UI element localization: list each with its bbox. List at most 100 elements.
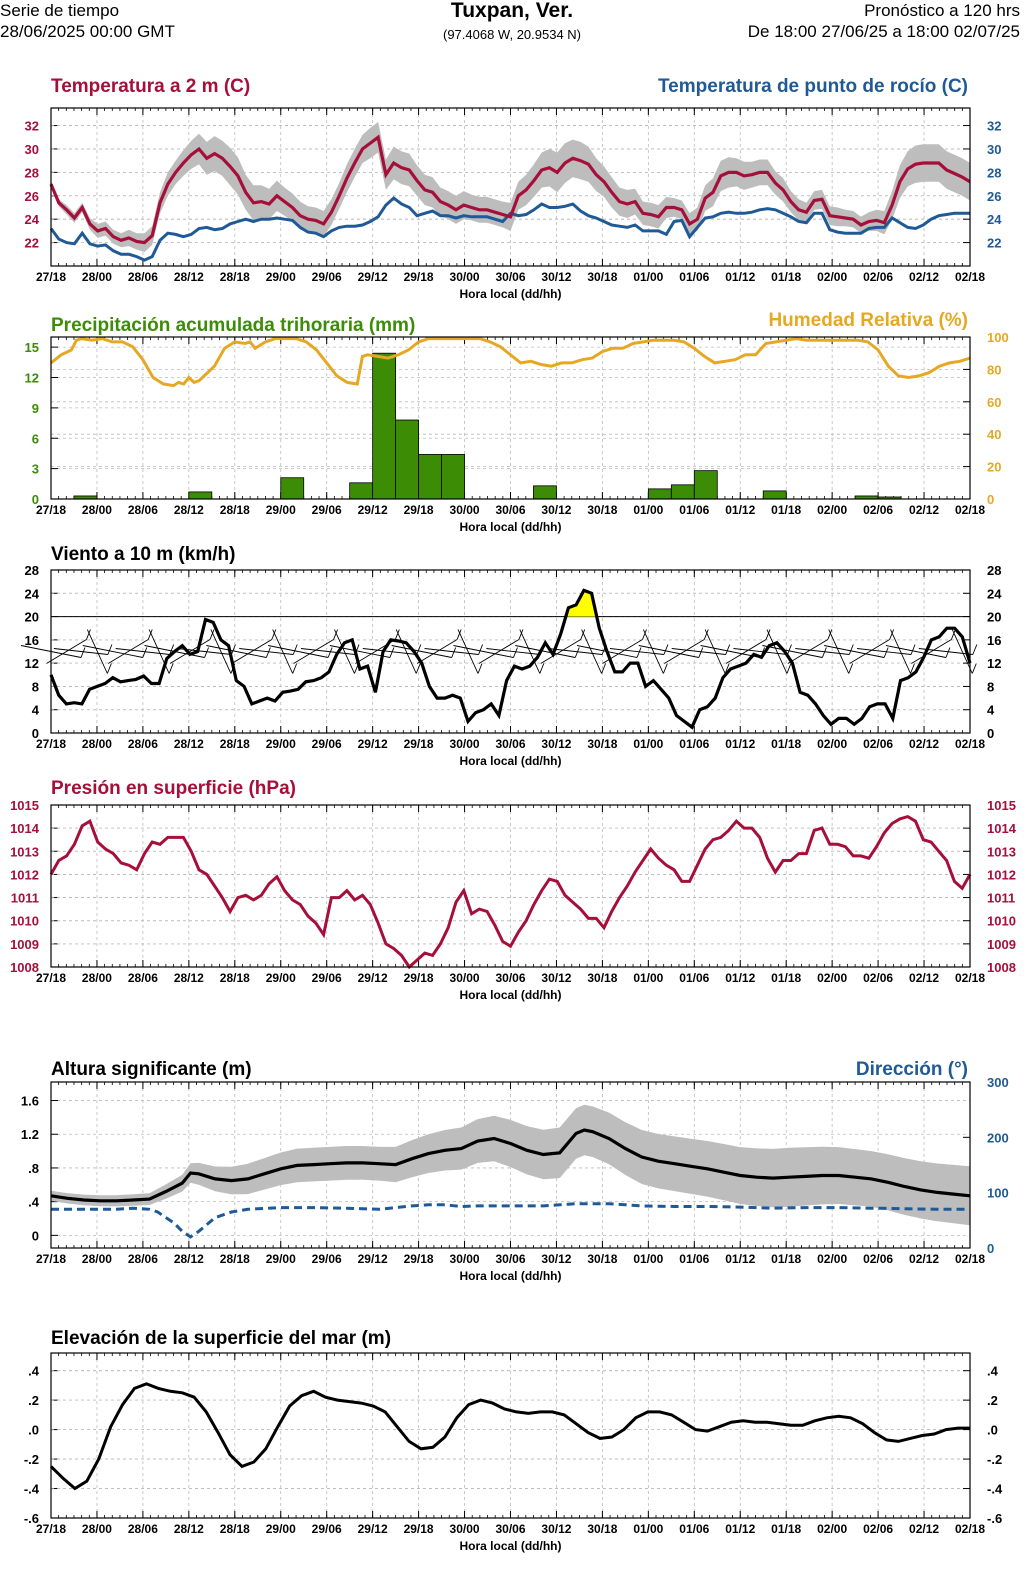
x-tick-label: 29/06 <box>312 270 342 284</box>
y-tick-label-left: -.4 <box>24 1482 40 1497</box>
x-tick-label: 29/12 <box>358 737 388 751</box>
wind-barb <box>515 645 576 658</box>
wind-barb <box>486 648 541 655</box>
x-tick-label: 01/12 <box>725 1522 755 1536</box>
wind-barb <box>885 645 947 658</box>
y-tick-label-left: 1.2 <box>21 1127 39 1142</box>
temperature-line <box>49 134 971 245</box>
wind-barb-feather <box>539 663 545 674</box>
y-tick-label-left: 30 <box>25 142 39 157</box>
y-tick-label-right: 1011 <box>987 891 1015 906</box>
y-tick-label-left: 22 <box>25 236 39 251</box>
y-tick-label-right: 1013 <box>987 844 1016 859</box>
x-tick-label: 02/06 <box>863 1522 893 1536</box>
y-tick-label-left: 9 <box>32 401 39 416</box>
precip-bar <box>693 470 718 500</box>
wind-barb <box>334 629 355 674</box>
precip-bar <box>670 484 695 500</box>
wind-barb <box>424 648 479 655</box>
y-tick-label-left: 24 <box>25 212 40 227</box>
wind-barb-feather <box>478 644 483 655</box>
wind-barb <box>733 648 788 655</box>
wind-barb <box>46 639 87 664</box>
wind-barb <box>540 639 581 664</box>
wind-barb-feather <box>209 629 215 640</box>
x-tick-label: 28/00 <box>82 971 112 985</box>
x-tick-label: 30/12 <box>541 737 571 751</box>
x-tick-label: 01/00 <box>633 503 663 517</box>
x-tick-label: 27/18 <box>36 270 66 284</box>
x-tick-label: 28/12 <box>174 737 204 751</box>
x-tick-label: 30/06 <box>495 1522 525 1536</box>
panel-temperature: 27/18 28/00 28/06 28/12 28/18 29/00 29/06 29/12… <box>25 76 1003 301</box>
wind-barb <box>268 645 329 658</box>
x-tick-label: 01/18 <box>771 737 801 751</box>
y-tick-label-right: 32 <box>987 119 1001 134</box>
x-tick-label: 28/06 <box>128 503 158 517</box>
wind-barb-feather <box>910 663 915 674</box>
x-tick-label: 01/06 <box>679 737 709 751</box>
wind-barb <box>416 639 458 664</box>
x-tick-label: 28/18 <box>220 971 250 985</box>
wind-barb-feather <box>910 644 916 655</box>
x-tick-label: 01/06 <box>679 971 709 985</box>
wave-height-title: Altura significante (m) <box>51 1059 252 1080</box>
wave-direction-line <box>51 1202 970 1239</box>
wind-barb-feather <box>787 644 792 655</box>
x-tick-label: 01/06 <box>679 503 709 517</box>
precip-bar <box>762 490 787 500</box>
x-tick-label: 29/00 <box>266 1522 296 1536</box>
x-tick-label: 30/06 <box>495 971 525 985</box>
wind-barb <box>824 645 885 658</box>
sea-level-line <box>49 1382 970 1491</box>
wind-barb-feather <box>456 629 462 640</box>
wind-barb <box>581 629 602 674</box>
x-tick-label: 01/00 <box>633 971 663 985</box>
wind-barb-feather <box>580 629 586 640</box>
wind-barb-feather <box>333 629 338 640</box>
x-tick-label: 02/12 <box>909 270 939 284</box>
wind-barb-feather <box>394 629 400 640</box>
y-tick-label-left: 28 <box>25 563 39 578</box>
y-tick-label-right: 100 <box>987 1186 1009 1201</box>
y-tick-label-right: 12 <box>987 656 1001 671</box>
x-tick-label: 29/12 <box>358 971 388 985</box>
wind-barb-feather <box>231 644 236 655</box>
x-tick-label: 01/00 <box>633 270 663 284</box>
wind-barb <box>272 629 294 674</box>
plot-frame <box>50 1081 971 1249</box>
wind-barb <box>86 629 108 674</box>
wind-barb <box>890 629 911 674</box>
y-tick-label-right: 300 <box>987 1075 1009 1090</box>
x-tick-label: 30/06 <box>495 1252 525 1266</box>
y-tick-label-right: .2 <box>987 1393 998 1408</box>
x-axis-label: Hora local (dd/hh) <box>460 988 562 1002</box>
x-tick-label: 01/12 <box>725 971 755 985</box>
x-tick-label: 28/18 <box>220 1522 250 1536</box>
x-tick-label: 29/06 <box>312 737 342 751</box>
wind-barb-feather <box>415 663 421 674</box>
y-tick-label-right: .4 <box>987 1364 999 1379</box>
plot-frame <box>50 336 971 500</box>
pressure-title: Presión en superficie (hPa) <box>51 778 296 799</box>
x-tick-label: 29/06 <box>312 1522 342 1536</box>
wind-barb-feather <box>204 647 209 658</box>
x-tick-label: 28/12 <box>174 1252 204 1266</box>
y-tick-label-left: 6 <box>32 431 39 446</box>
x-tick-label: 29/00 <box>266 270 296 284</box>
x-tick-label: 30/06 <box>495 737 525 751</box>
wind-barb-feather <box>169 644 175 655</box>
x-tick-label: 29/06 <box>312 503 342 517</box>
wind-barb <box>82 645 143 658</box>
x-tick-label: 01/00 <box>633 737 663 751</box>
wind-barb <box>395 629 417 674</box>
y-tick-label-right: 0 <box>987 726 994 741</box>
x-tick-label: 02/18 <box>955 971 985 985</box>
x-tick-label: 30/18 <box>587 270 617 284</box>
x-tick-label: 02/06 <box>863 737 893 751</box>
wind-barb <box>107 639 149 664</box>
y-tick-label-right: 28 <box>987 563 1001 578</box>
y-tick-label-left: 8 <box>32 679 39 694</box>
y-tick-label-right: -.6 <box>987 1511 1002 1526</box>
x-tick-label: 28/06 <box>128 971 158 985</box>
